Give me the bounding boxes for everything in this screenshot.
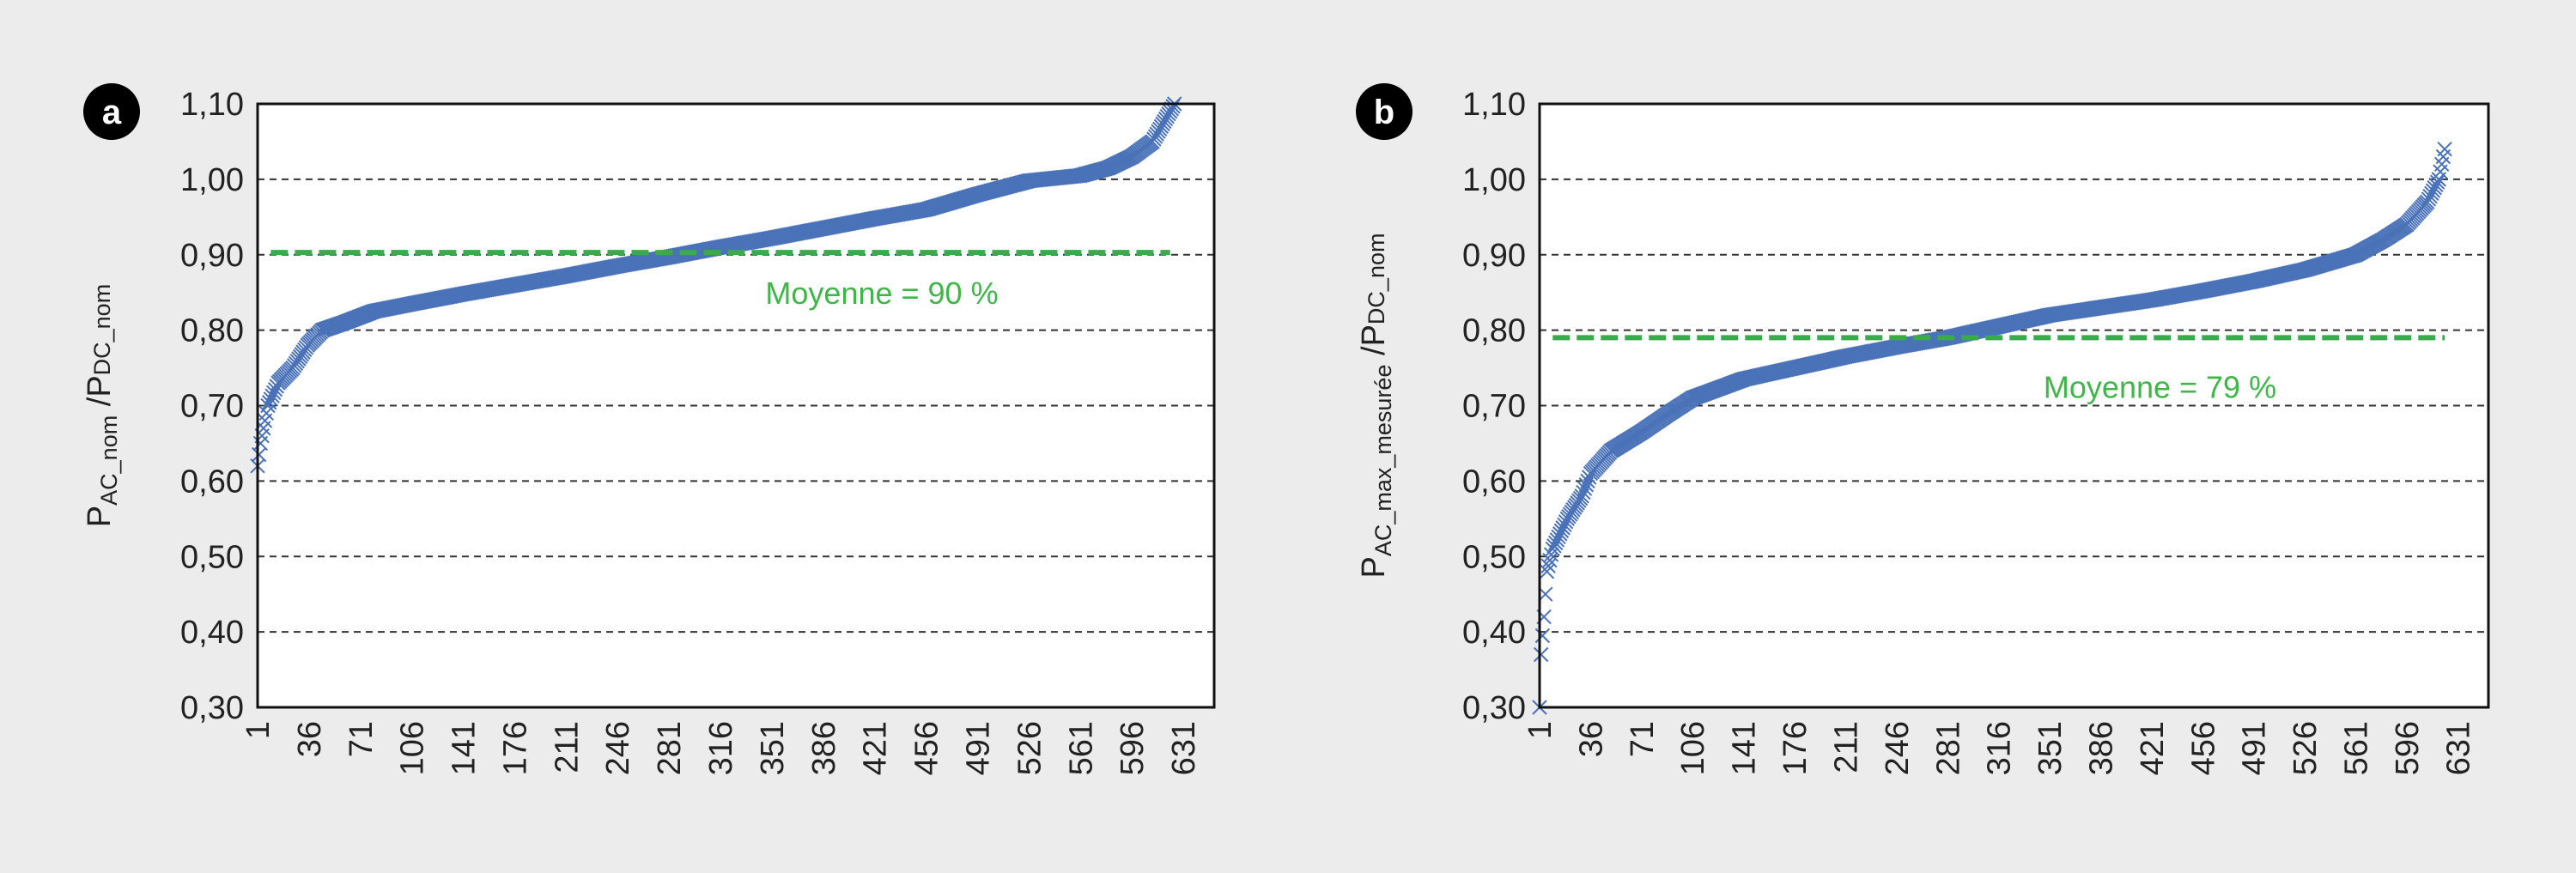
data-point-marker <box>2437 142 2452 157</box>
x-tick-label: 351 <box>755 721 791 775</box>
mean-label: Moyenne = 90 % <box>765 276 998 311</box>
x-tick-label: 631 <box>2440 721 2476 775</box>
y-tick-label: 1,00 <box>180 162 244 198</box>
y-axis-label-sub2: DC_nom <box>89 284 115 376</box>
y-axis-label: PAC_max_mesurée /PDC_nom <box>1356 233 1396 579</box>
panel-label-badge <box>83 83 140 140</box>
x-tick-label: 386 <box>806 721 842 775</box>
panel-label-badge <box>1356 83 1413 140</box>
x-tick-label: 211 <box>549 721 585 773</box>
panel-label: b <box>1374 94 1394 131</box>
x-tick-label: 1 <box>240 721 276 739</box>
mean-label: Moyenne = 79 % <box>2044 369 2276 404</box>
y-axis-label-main2: /P <box>1356 324 1392 364</box>
plot-area <box>258 104 1214 707</box>
x-tick-label: 596 <box>1115 721 1151 775</box>
y-tick-label: 0,70 <box>180 389 244 425</box>
data-point-marker <box>269 379 284 394</box>
x-tick-label: 491 <box>2237 721 2273 775</box>
y-tick-label: 0,70 <box>1462 389 1526 425</box>
x-tick-label: 246 <box>600 721 636 775</box>
x-tick-label: 36 <box>292 721 328 757</box>
y-tick-label: 0,40 <box>1462 615 1526 651</box>
plot-border <box>256 102 1216 709</box>
data-point-marker <box>1540 558 1556 573</box>
x-tick-label: 421 <box>858 721 894 775</box>
x-tick-label: 596 <box>2390 721 2426 775</box>
y-tick-label: 1,10 <box>1462 87 1526 123</box>
y-tick-label: 0,90 <box>180 238 244 274</box>
x-tick-label: 281 <box>1930 721 1966 775</box>
x-tick-label: 176 <box>1777 721 1814 775</box>
x-tick-label: 421 <box>2135 721 2171 775</box>
x-tick-label: 141 <box>447 721 483 775</box>
y-axis-label-main1: P <box>1356 556 1392 578</box>
y-tick-label: 0,60 <box>1462 464 1526 500</box>
x-tick-label: 561 <box>1063 721 1099 775</box>
y-axis-label-sub1: AC_max_mesurée <box>1370 365 1396 557</box>
y-tick-label: 0,50 <box>1462 539 1526 575</box>
x-tick-label: 526 <box>1012 721 1048 775</box>
y-axis-label-main1: P <box>82 506 118 527</box>
data-point-marker <box>1534 627 1551 644</box>
y-tick-label: 0,60 <box>180 464 244 500</box>
y-axis-label-sub1: AC_nom <box>96 415 122 506</box>
x-tick-label: 456 <box>2185 721 2221 775</box>
x-tick-label: 631 <box>1166 721 1202 775</box>
x-tick-label: 211 <box>1828 721 1864 773</box>
y-tick-label: 0,30 <box>1462 690 1526 726</box>
x-tick-label: 71 <box>1625 721 1661 757</box>
data-point-marker <box>1543 547 1559 562</box>
y-axis-label-sub2: DC_nom <box>1364 233 1389 325</box>
x-tick-label: 386 <box>2083 721 2119 775</box>
x-tick-label: 176 <box>497 721 533 775</box>
x-tick-label: 246 <box>1880 721 1916 775</box>
data-point-marker <box>1574 488 1589 504</box>
x-tick-label: 491 <box>960 721 996 775</box>
x-tick-label: 281 <box>652 721 688 775</box>
x-tick-label: 1 <box>1522 721 1558 739</box>
panel-label: a <box>102 94 122 131</box>
y-tick-label: 0,50 <box>180 539 244 575</box>
x-tick-label: 71 <box>343 721 380 757</box>
x-tick-label: 36 <box>1573 721 1609 757</box>
y-axis-label: PAC_nom /PDC_nom <box>82 284 122 527</box>
data-point-marker <box>1533 646 1549 663</box>
data-point-marker <box>2429 174 2445 190</box>
data-point-marker <box>1577 481 1593 496</box>
data-point-marker <box>1542 552 1558 568</box>
x-tick-label: 316 <box>703 721 739 775</box>
data-point-marker <box>1578 477 1595 493</box>
x-tick-label: 456 <box>909 721 945 775</box>
data-point-marker <box>1576 484 1591 500</box>
y-tick-label: 0,80 <box>180 313 244 349</box>
x-tick-label: 106 <box>1675 721 1711 775</box>
y-axis-label-main2: /P <box>82 375 118 415</box>
y-tick-label: 0,30 <box>180 690 244 726</box>
x-tick-label: 351 <box>2032 721 2069 775</box>
x-tick-label: 561 <box>2339 721 2375 775</box>
y-tick-label: 0,40 <box>180 615 244 651</box>
y-tick-label: 1,10 <box>180 87 244 123</box>
y-tick-label: 0,90 <box>1462 238 1526 274</box>
plot-border <box>1538 102 2490 709</box>
series-markers <box>250 96 1182 474</box>
chart-panel-a: 0,30 0,40 0,50 0,60 0,70 0,80 0,90 1,00 1,10 1 36 7… <box>82 83 1216 775</box>
chart-panel-b: 0,30 0,40 0,50 0,60 0,70 0,80 0,90 1,00 1,10 1 36 7… <box>1356 83 2490 775</box>
x-tick-label: 106 <box>395 721 431 775</box>
y-tick-label: 0,80 <box>1462 313 1526 349</box>
x-tick-label: 526 <box>2287 721 2324 775</box>
data-point-marker <box>1580 473 1595 489</box>
y-tick-label: 1,00 <box>1462 162 1526 198</box>
x-tick-label: 141 <box>1727 721 1763 775</box>
data-point-marker <box>1539 564 1555 579</box>
x-tick-label: 316 <box>1982 721 2018 775</box>
